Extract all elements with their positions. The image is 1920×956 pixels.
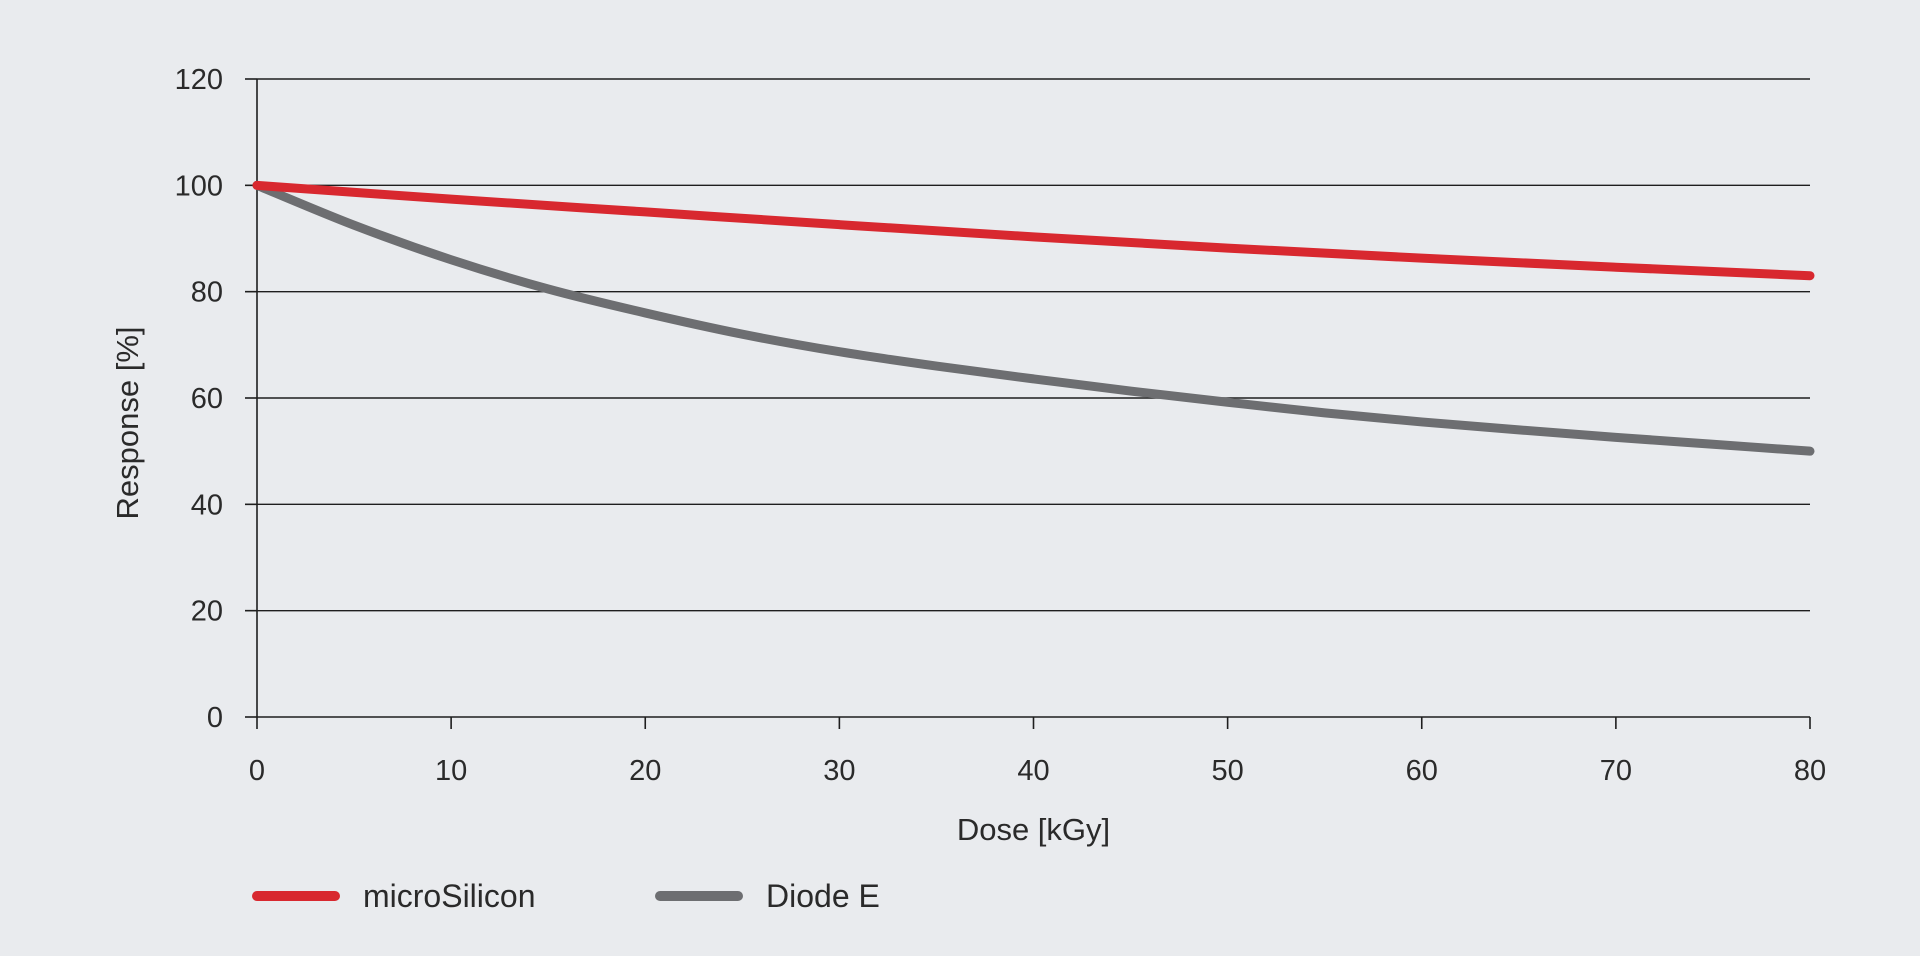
x-tick-label: 30 <box>823 755 855 787</box>
x-tick-label: 80 <box>1794 755 1826 787</box>
legend-label: microSilicon <box>363 878 535 914</box>
y-axis-title: Response [%] <box>110 327 145 520</box>
data-series <box>252 180 1815 456</box>
y-tick-label: 80 <box>191 277 223 309</box>
x-tick-label: 60 <box>1406 755 1438 787</box>
y-ticks: 0 20 40 60 80 100 120 <box>175 64 257 734</box>
x-tick-label: 40 <box>1017 755 1049 787</box>
x-axis-title: Dose [kGy] <box>957 812 1110 847</box>
legend-item-diode-e: Diode E <box>655 878 880 914</box>
x-tick-label: 20 <box>629 755 661 787</box>
x-tick-label: 10 <box>435 755 467 787</box>
x-ticks: 0 10 20 30 40 50 60 70 80 <box>249 717 1826 787</box>
x-tick-label: 50 <box>1211 755 1243 787</box>
series-line-microsilicon <box>252 180 1815 281</box>
y-tick-label: 40 <box>191 489 223 521</box>
series-line-diode-e <box>252 180 1815 456</box>
y-tick-label: 120 <box>175 64 223 96</box>
y-tick-label: 100 <box>175 170 223 202</box>
y-tick-label: 0 <box>207 702 223 734</box>
x-tick-label: 0 <box>249 755 265 787</box>
legend-label: Diode E <box>766 878 880 914</box>
y-tick-label: 60 <box>191 383 223 415</box>
grid-lines <box>257 78 1810 612</box>
y-tick-label: 20 <box>191 596 223 628</box>
legend: microSilicon Diode E <box>252 878 880 914</box>
x-tick-label: 70 <box>1600 755 1632 787</box>
legend-item-microsilicon: microSilicon <box>252 878 535 914</box>
